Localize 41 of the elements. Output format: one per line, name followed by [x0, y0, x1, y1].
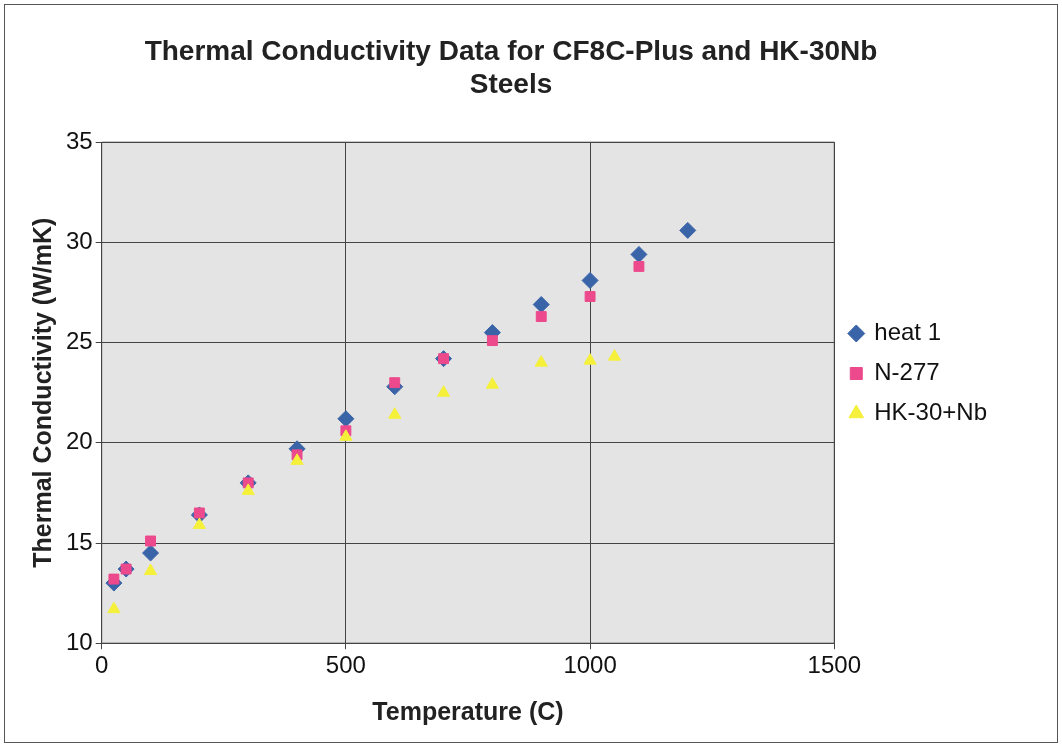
point — [142, 544, 160, 562]
legend-label: heat 1 — [874, 318, 942, 346]
point — [535, 311, 547, 322]
point — [633, 261, 645, 272]
point — [581, 271, 599, 289]
y-tick-label: 30 — [65, 227, 93, 255]
legend-label: N-277 — [874, 358, 940, 386]
x-tick-label: 1000 — [563, 651, 617, 679]
point — [389, 377, 401, 389]
point — [485, 377, 499, 389]
legend-label: HK-30+Nb — [874, 398, 988, 426]
point — [583, 353, 597, 365]
x-tick-label: 1500 — [807, 651, 861, 679]
point — [388, 407, 402, 419]
point — [630, 245, 648, 263]
point — [339, 429, 353, 441]
x-tick-label: 500 — [325, 651, 366, 679]
x-tick-label: 0 — [95, 651, 109, 679]
y-tick-label: 10 — [65, 627, 93, 655]
point — [107, 601, 121, 614]
x-axis-title: Temperature (C) — [372, 696, 564, 725]
point — [337, 410, 355, 428]
point — [290, 453, 304, 465]
point — [143, 563, 158, 576]
point — [437, 385, 451, 397]
point — [486, 335, 498, 347]
point — [108, 573, 120, 585]
point — [584, 291, 596, 302]
y-tick-label: 25 — [65, 327, 93, 355]
point — [532, 296, 550, 314]
point — [145, 535, 156, 547]
point — [241, 483, 255, 495]
y-tick-label: 15 — [65, 527, 93, 555]
point — [534, 355, 548, 367]
point — [679, 221, 697, 239]
y-axis-title: Thermal Conductivity (W/mK) — [27, 217, 56, 568]
y-tick-label: 20 — [65, 427, 93, 455]
chart-title: Thermal Conductivity Data for CF8C-Plus and HK-30Nb Steels — [144, 34, 878, 100]
point — [607, 349, 622, 361]
y-tick-label: 35 — [65, 126, 93, 154]
point — [192, 517, 206, 529]
